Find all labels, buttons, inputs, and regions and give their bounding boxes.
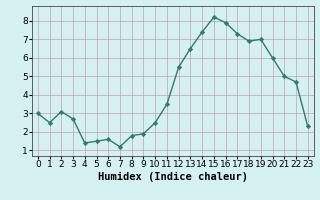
X-axis label: Humidex (Indice chaleur): Humidex (Indice chaleur) xyxy=(98,172,248,182)
